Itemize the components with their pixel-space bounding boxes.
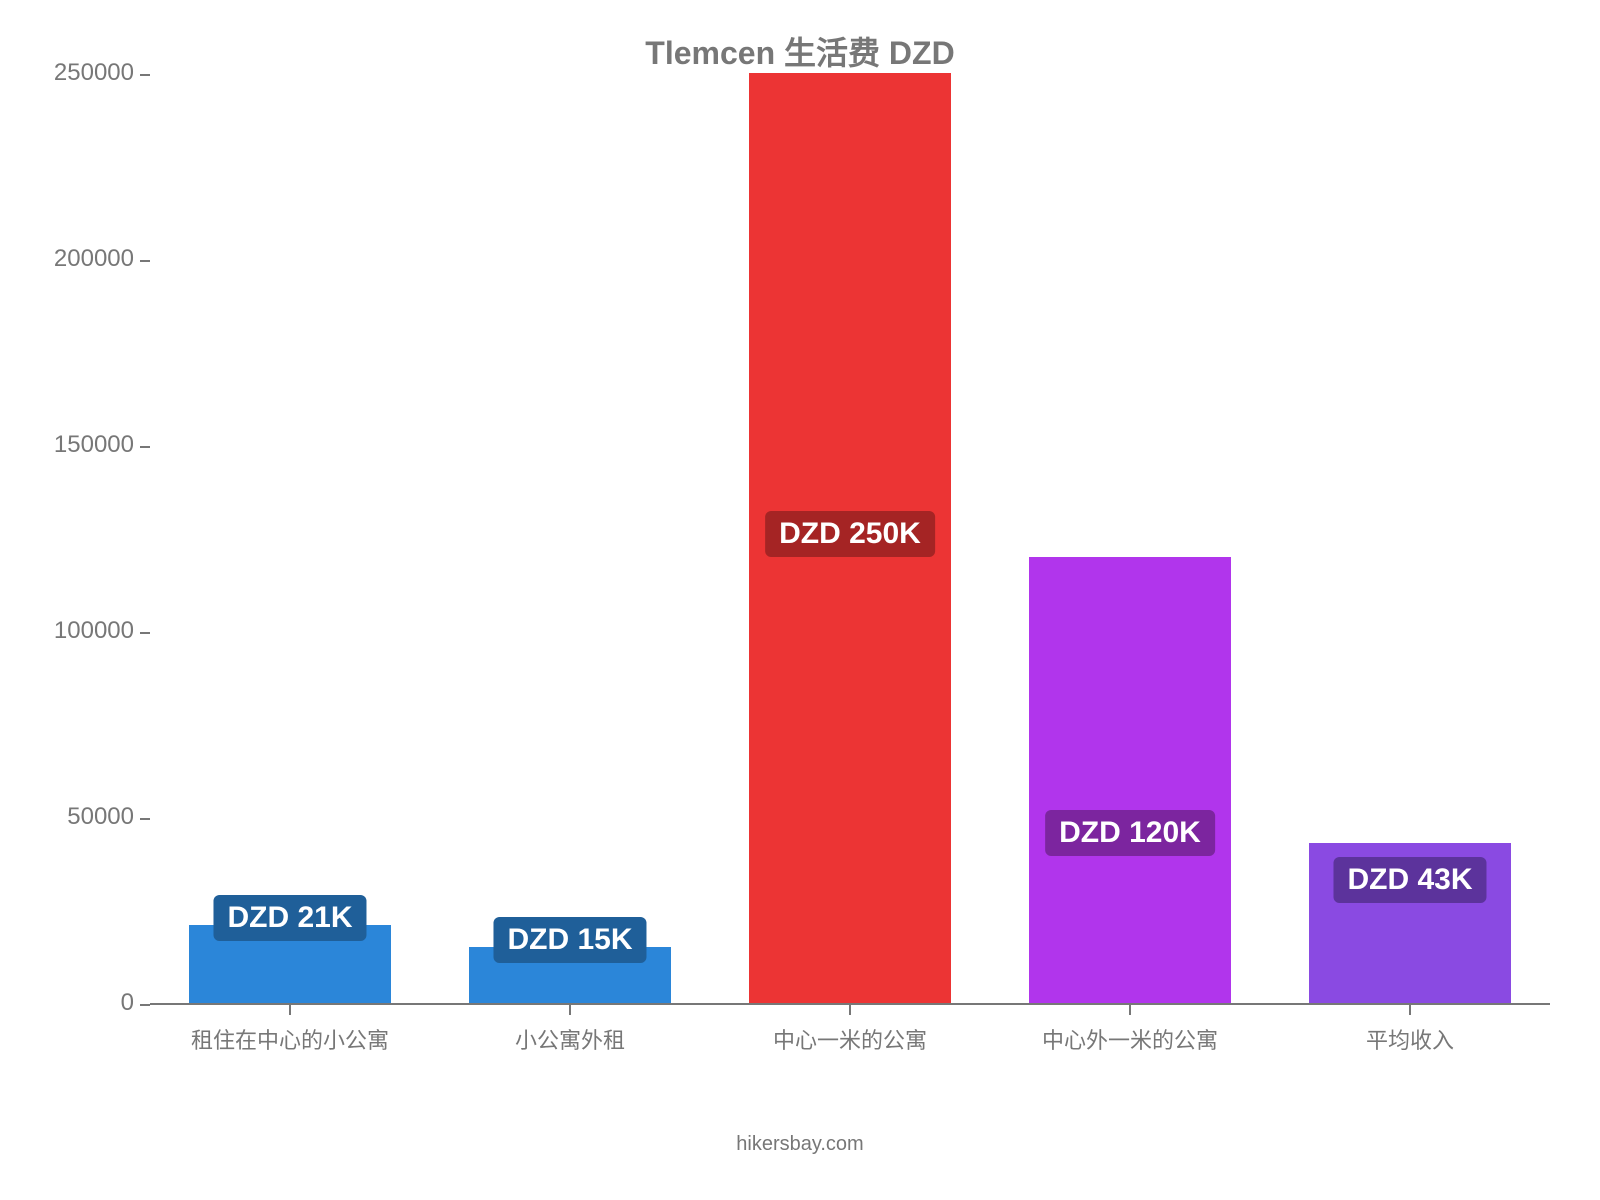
bar: DZD 15K [469, 947, 671, 1003]
value-badge: DZD 15K [493, 917, 646, 963]
bar: DZD 120K [1029, 557, 1231, 1003]
x-tick-mark [289, 1005, 291, 1015]
value-badge: DZD 120K [1045, 810, 1215, 856]
bar: DZD 250K [749, 73, 951, 1003]
x-tick-mark [849, 1005, 851, 1015]
y-tick-label: 100000 [54, 617, 150, 645]
y-tick-label: 250000 [54, 59, 150, 87]
y-tick-label: 200000 [54, 245, 150, 273]
footer-credit: hikersbay.com [0, 1133, 1600, 1156]
x-tick-mark [1409, 1005, 1411, 1015]
plot-area: 050000100000150000200000250000DZD 21K租住在… [150, 75, 1550, 1005]
chart-title: Tlemcen 生活费 DZD [0, 28, 1600, 74]
x-tick-label: 小公寓外租 [515, 1023, 625, 1055]
y-tick-label: 50000 [67, 803, 150, 831]
x-tick-label: 平均收入 [1366, 1023, 1454, 1055]
bar: DZD 21K [189, 925, 391, 1003]
x-tick-mark [1129, 1005, 1131, 1015]
x-tick-label: 中心一米的公寓 [773, 1023, 927, 1055]
bar: DZD 43K [1309, 843, 1511, 1003]
x-tick-label: 中心外一米的公寓 [1042, 1023, 1218, 1055]
value-badge: DZD 43K [1333, 857, 1486, 903]
value-badge: DZD 21K [213, 895, 366, 941]
y-tick-label: 0 [121, 989, 150, 1017]
x-tick-label: 租住在中心的小公寓 [191, 1023, 389, 1055]
y-tick-label: 150000 [54, 431, 150, 459]
chart-container: Tlemcen 生活费 DZD 050000100000150000200000… [0, 0, 1600, 1200]
x-tick-mark [569, 1005, 571, 1015]
value-badge: DZD 250K [765, 511, 935, 557]
